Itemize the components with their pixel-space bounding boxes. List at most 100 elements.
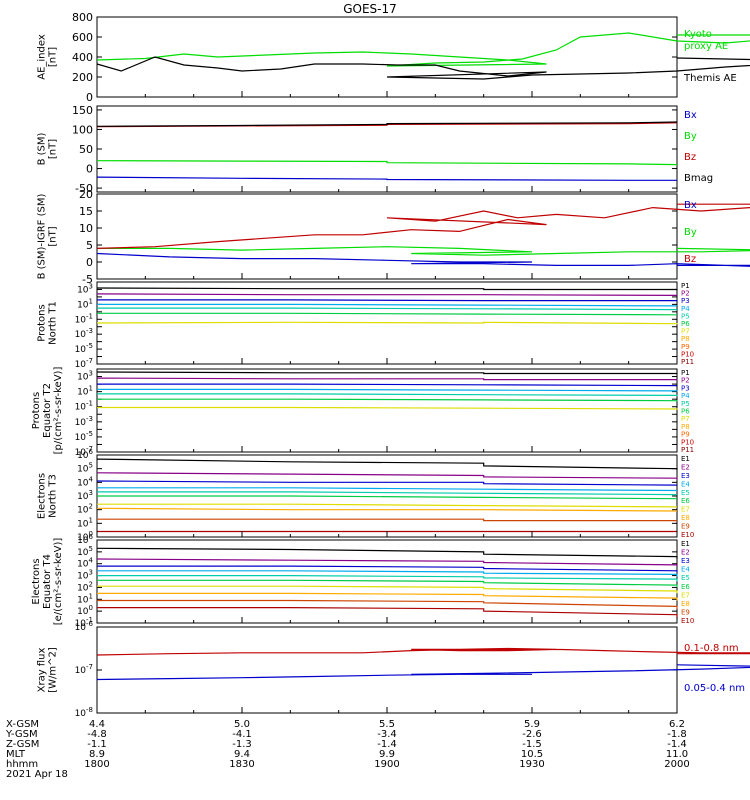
series-line-by bbox=[96, 160, 678, 166]
legend-label: Kyoto bbox=[684, 29, 712, 40]
y-tick-label: 101 bbox=[77, 516, 93, 529]
y-tick-label: 10-3 bbox=[75, 327, 93, 340]
x-axis-value: 1800 bbox=[84, 759, 109, 770]
series-line-e3 bbox=[96, 480, 678, 486]
y-tick-label: 103 bbox=[77, 569, 93, 582]
series-line-0-05-0-4-nm bbox=[96, 664, 750, 681]
legend-label: P3 bbox=[681, 297, 690, 305]
series-line-e7 bbox=[97, 503, 678, 508]
y-tick-label: 102 bbox=[77, 503, 93, 516]
legend-label: P8 bbox=[681, 423, 690, 431]
legend-label: P1 bbox=[681, 369, 690, 377]
series-line-p6 bbox=[97, 398, 678, 402]
x-axis-row-label: Z-GSM bbox=[6, 739, 39, 750]
y-tick-label: 105 bbox=[77, 545, 93, 558]
x-axis-value: -4.8 bbox=[87, 729, 107, 740]
y-tick-label: 105 bbox=[77, 462, 93, 475]
series-line-p7 bbox=[97, 406, 678, 410]
x-axis-value: 2000 bbox=[664, 759, 689, 770]
x-axis-value: 1900 bbox=[374, 759, 399, 770]
y-tick-label: 106 bbox=[77, 533, 93, 546]
legend-label: P3 bbox=[681, 384, 690, 392]
series-line-e8 bbox=[97, 592, 678, 601]
y-tick-label: 20 bbox=[79, 188, 93, 201]
series-line-e8 bbox=[96, 507, 678, 512]
legend-label: E6 bbox=[681, 497, 690, 505]
x-axis-row-label: hhmm bbox=[6, 759, 38, 770]
x-axis-date: 2021 Apr 18 bbox=[6, 769, 68, 780]
y-tick-label: 106 bbox=[77, 448, 93, 461]
series-line-p5 bbox=[97, 393, 678, 397]
y-tick-label: 10-8 bbox=[75, 706, 93, 719]
series-line-e3 bbox=[97, 565, 678, 572]
y-tick-label: 0 bbox=[86, 163, 93, 176]
legend-label: P7 bbox=[681, 328, 690, 336]
legend-label: P4 bbox=[681, 392, 690, 400]
y-tick-label: 10-5 bbox=[75, 430, 93, 443]
x-axis-value: -1.4 bbox=[667, 739, 687, 750]
y-tick-label: 800 bbox=[72, 11, 93, 24]
y-tick-label: 10-7 bbox=[75, 663, 93, 676]
panel-frame bbox=[96, 193, 678, 280]
legend-label: 0.1-0.8 nm bbox=[684, 643, 739, 654]
series-line-e9 bbox=[97, 518, 677, 522]
y-tick-label: 200 bbox=[72, 71, 93, 84]
series-line-e5 bbox=[97, 574, 678, 582]
y-tick-label: 10-7 bbox=[75, 357, 93, 370]
series-line-bz bbox=[96, 203, 750, 249]
panel-b_sm: 150 100 50 0 -50 B (SM) [nT] Bx By Bz Bmag bbox=[37, 104, 714, 195]
y-tick-label: 10-3 bbox=[75, 415, 93, 428]
x-axis-value: 5.5 bbox=[379, 719, 395, 730]
x-axis-value: -1.8 bbox=[667, 729, 687, 740]
y-tick-label: 0 bbox=[86, 91, 93, 104]
x-axis-value: 6.2 bbox=[669, 719, 685, 730]
legend-label: P4 bbox=[681, 305, 690, 313]
series-line-e1 bbox=[96, 458, 678, 470]
y-tick-label: 10-1 bbox=[75, 400, 93, 413]
y-tick-label: 101 bbox=[77, 385, 93, 398]
x-axis-value: 9.9 bbox=[379, 749, 395, 760]
series-line-kyoto-proxy-ae bbox=[96, 32, 750, 67]
series-line-bx bbox=[96, 176, 677, 181]
legend-label: E4 bbox=[681, 566, 690, 574]
y-tick-label: 104 bbox=[77, 557, 93, 570]
y-tick-label: 15 bbox=[79, 205, 93, 218]
y-tick-label: 10-7 bbox=[75, 445, 93, 458]
y-axis-label: Xray flux bbox=[37, 648, 48, 693]
x-axis-value: -1.3 bbox=[232, 739, 252, 750]
legend-label: P9 bbox=[681, 343, 690, 351]
y-axis-label: [nT] bbox=[48, 226, 59, 246]
x-axis-value: 5.0 bbox=[234, 719, 250, 730]
series-line-p3 bbox=[97, 383, 678, 387]
legend-label: P10 bbox=[681, 350, 694, 358]
y-axis-label: Protons bbox=[37, 304, 48, 341]
legend-label: E6 bbox=[681, 583, 690, 591]
series-line-p7 bbox=[96, 321, 678, 325]
legend-label: E10 bbox=[681, 531, 694, 539]
x-axis-value: -1.5 bbox=[522, 739, 542, 750]
x-axis-value: -1.4 bbox=[377, 739, 397, 750]
series-line-p4 bbox=[97, 388, 678, 392]
y-tick-label: 10 bbox=[79, 222, 93, 235]
y-tick-label: 102 bbox=[77, 580, 93, 593]
y-axis-label: Protons bbox=[31, 392, 42, 429]
legend-label: P10 bbox=[681, 438, 694, 446]
y-tick-label: 10-6 bbox=[75, 620, 94, 633]
legend-label: E9 bbox=[681, 523, 690, 531]
legend-label: P11 bbox=[681, 446, 694, 454]
legend-label: E7 bbox=[681, 506, 690, 514]
panel-frame bbox=[96, 368, 678, 453]
legend-label: Bx bbox=[684, 110, 697, 121]
x-axis-value: 4.4 bbox=[89, 719, 105, 730]
x-axis-value: 10.5 bbox=[521, 749, 543, 760]
legend-label: E9 bbox=[681, 608, 690, 616]
chart-title: GOES-17 bbox=[343, 2, 397, 16]
y-tick-label: 10-1 bbox=[75, 312, 93, 325]
legend-label: E2 bbox=[681, 463, 690, 471]
y-tick-label: 100 bbox=[77, 604, 93, 617]
legend-label: P2 bbox=[681, 377, 690, 385]
series-line-e5 bbox=[97, 491, 678, 496]
y-tick-label: 103 bbox=[77, 370, 93, 383]
x-axis-row-label: Y-GSM bbox=[5, 729, 38, 740]
y-tick-label: -50 bbox=[75, 182, 93, 195]
